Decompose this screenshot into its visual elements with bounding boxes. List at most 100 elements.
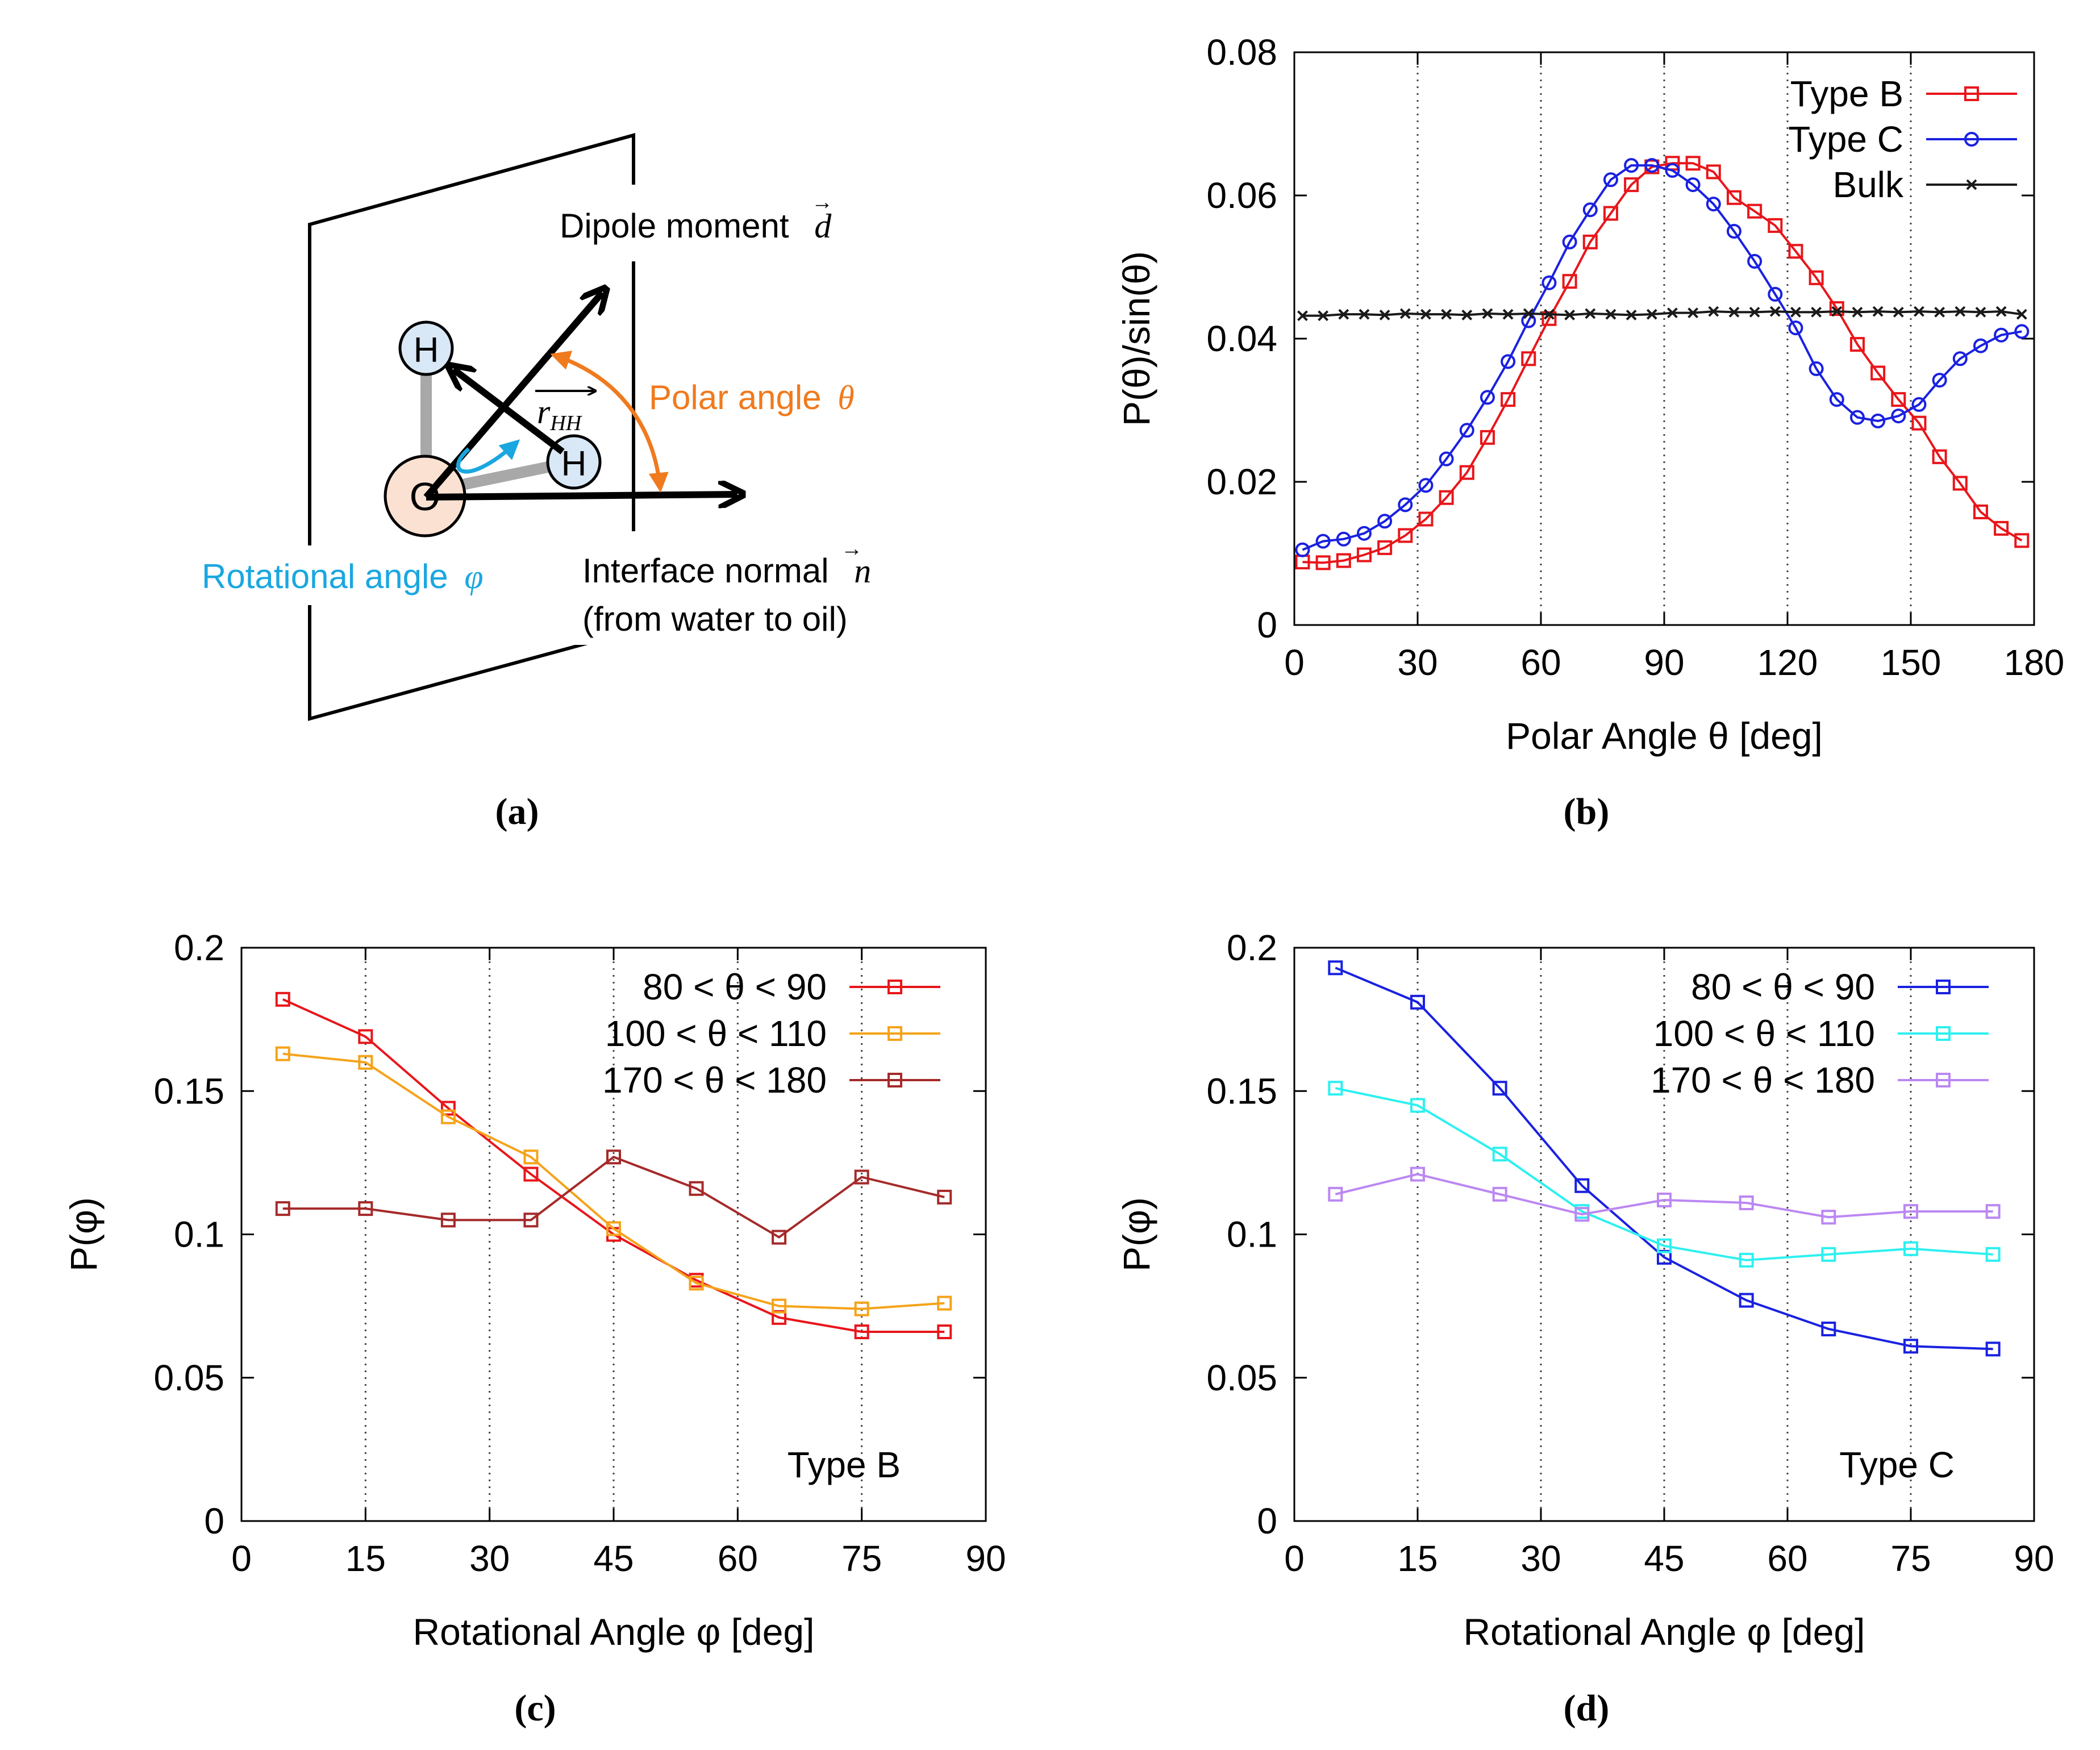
data-point [1574, 1207, 1590, 1222]
x-tick-label: 60 [718, 1538, 758, 1579]
data-point [1492, 1147, 1507, 1162]
data-point [1685, 156, 1701, 171]
data-point [1521, 351, 1536, 366]
x-tick-label: 15 [1397, 1538, 1438, 1579]
data-point [1541, 275, 1557, 290]
hydrogen-label-2: H [561, 444, 587, 484]
data-point [1318, 310, 1329, 322]
y-tick-label: 0 [1257, 1501, 1277, 1541]
legend-marker [888, 1026, 902, 1041]
legend-label: 80 < θ < 90 [1691, 966, 1875, 1007]
data-point [1903, 1339, 1918, 1354]
data-point [772, 1230, 787, 1245]
series-line [1302, 164, 2022, 551]
y-tick-label: 0 [1257, 605, 1277, 645]
y-tick-label: 0.2 [1227, 927, 1277, 968]
data-point [1809, 361, 1824, 376]
data-point [1398, 497, 1413, 512]
data-point [1328, 1186, 1343, 1202]
data-point [1955, 306, 1966, 317]
data-point [1985, 1341, 2001, 1357]
data-point [1480, 390, 1495, 405]
legend-marker [1936, 1073, 1951, 1088]
legend-label: Type B [1790, 73, 1903, 114]
rhh-arrow [453, 369, 565, 455]
data-point [1893, 306, 1904, 318]
data-point [772, 1298, 787, 1314]
data-point [1914, 306, 1924, 317]
data-point [1410, 1098, 1425, 1113]
x-tick-label: 60 [1520, 642, 1561, 683]
data-point [1501, 392, 1516, 407]
data-point [1749, 306, 1760, 318]
data-point [1739, 1293, 1754, 1308]
rotational-angle-arc [456, 439, 520, 474]
legend-marker [888, 980, 902, 994]
legend-marker [1966, 179, 1977, 190]
data-point [1870, 413, 1886, 428]
data-point [1903, 1204, 1918, 1219]
data-point [1410, 1166, 1425, 1182]
polar-angle-arc [550, 351, 669, 493]
data-point [1821, 1321, 1836, 1336]
legend-label: 170 < θ < 180 [1651, 1060, 1875, 1101]
data-point [1356, 547, 1372, 562]
data-point [1995, 306, 2007, 317]
hydrogen-label-1: H [414, 331, 439, 370]
data-point [1747, 253, 1763, 269]
data-point [1459, 423, 1474, 438]
data-point [1418, 478, 1434, 493]
data-point [1811, 306, 1822, 318]
data-point [937, 1189, 952, 1205]
panel-label-a: (a) [495, 791, 539, 832]
data-point [275, 991, 290, 1007]
x-tick-label: 0 [231, 1538, 252, 1579]
data-point [1788, 320, 1803, 336]
dipole-label: Dipole moment d [560, 207, 832, 245]
data-point [1994, 327, 2009, 343]
normal-label: Interface normal n [582, 552, 871, 590]
x-tick-label: 90 [2014, 1538, 2054, 1579]
data-point [1739, 1195, 1754, 1211]
dipole-vector-arrow-glyph: → [811, 190, 833, 214]
data-point [1952, 476, 1968, 491]
x-axis-label: Rotational Angle φ [deg] [1464, 1611, 1865, 1653]
data-point [606, 1221, 621, 1236]
data-point [523, 1212, 539, 1228]
data-point [1562, 274, 1577, 289]
data-point [1523, 308, 1534, 319]
data-point [1821, 1210, 1836, 1225]
data-point [1788, 244, 1803, 259]
data-point [1934, 306, 1945, 318]
hydrogen-atom-1 [398, 320, 454, 376]
data-point [1852, 306, 1863, 318]
data-point [1728, 306, 1740, 318]
y-axis-label: P(θ)/sin(θ) [1115, 251, 1157, 426]
normal-vector-arrow-glyph: → [841, 537, 863, 561]
panel-label-c: (c) [514, 1688, 556, 1729]
legend-label: 100 < θ < 110 [1653, 1013, 1875, 1054]
normal-label-box [571, 531, 898, 645]
data-point [1624, 177, 1639, 193]
rotational-angle-label: Rotational angle φ [202, 557, 484, 595]
x-tick-label: 45 [1644, 1538, 1684, 1579]
y-tick-label: 0.15 [1206, 1070, 1277, 1111]
y-tick-label: 0.04 [1206, 318, 1277, 359]
x-tick-label: 150 [1881, 642, 1941, 683]
chart-panel-c: 0 15 30 45 60 75 90 0 0.05 0.1 0.15 0.2 Rotational A… [63, 927, 1006, 1653]
data-point [1502, 309, 1514, 320]
data-point [1480, 430, 1495, 445]
data-point [854, 1301, 869, 1316]
x-tick-label: 75 [1890, 1538, 1931, 1579]
x-axis-label: Rotational Angle φ [deg] [413, 1611, 815, 1653]
data-point [1626, 310, 1637, 320]
data-point [1688, 307, 1699, 319]
series-line [282, 1156, 945, 1239]
data-point [1768, 218, 1783, 233]
y-tick-label: 0.08 [1206, 32, 1277, 73]
data-point [1501, 354, 1516, 369]
dipole-label-box [548, 185, 841, 261]
data-point [1297, 310, 1308, 322]
data-point [1315, 555, 1331, 570]
